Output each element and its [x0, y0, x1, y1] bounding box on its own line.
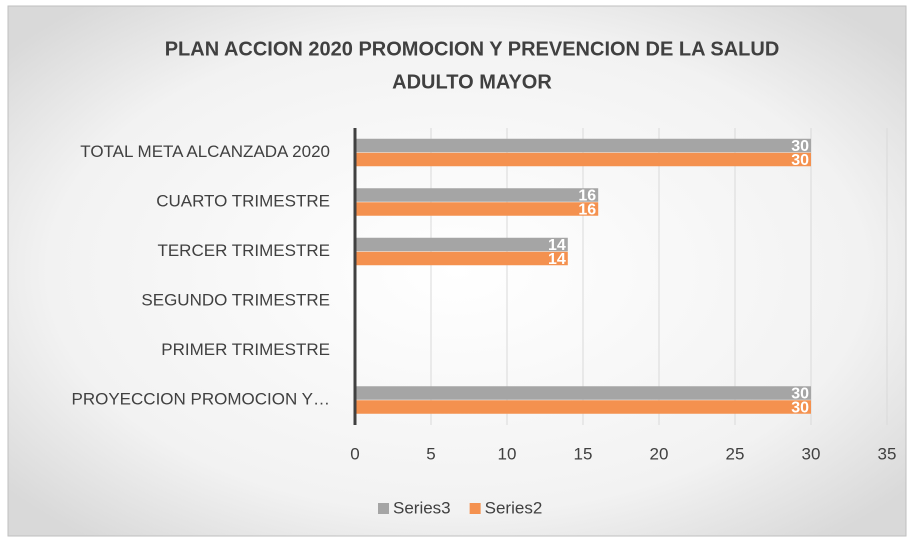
- bar: [355, 188, 599, 202]
- legend-label: Series3: [393, 498, 451, 517]
- data-label: 30: [791, 399, 809, 416]
- x-tick-label: 10: [498, 444, 517, 463]
- data-label: 14: [548, 251, 566, 268]
- bar: [355, 400, 811, 414]
- chart-background: [7, 5, 907, 537]
- y-tick-label: SEGUNDO TRIMESTRE: [141, 291, 330, 310]
- chart-title: ADULTO MAYOR: [392, 71, 552, 93]
- data-label: 30: [791, 385, 809, 402]
- y-tick-label: TERCER TRIMESTRE: [157, 241, 330, 260]
- chart-title: PLAN ACCION 2020 PROMOCION Y PREVENCION …: [165, 38, 780, 60]
- x-tick-label: 15: [574, 444, 593, 463]
- bar: [355, 251, 568, 266]
- x-tick-label: 30: [802, 444, 821, 463]
- legend-swatch: [469, 503, 481, 514]
- data-label: 14: [548, 237, 566, 254]
- x-tick-label: 35: [878, 444, 897, 463]
- data-label: 16: [578, 187, 596, 204]
- bar: [355, 386, 811, 400]
- data-label: 30: [791, 152, 809, 169]
- y-tick-label: CUARTO TRIMESTRE: [156, 192, 330, 211]
- data-label: 16: [578, 201, 596, 218]
- x-tick-label: 0: [350, 444, 359, 463]
- bar: [355, 202, 599, 216]
- data-label: 30: [791, 138, 809, 155]
- x-tick-label: 5: [426, 444, 435, 463]
- legend-swatch: [378, 503, 389, 514]
- legend-label: Series2: [485, 498, 543, 517]
- bar: [355, 237, 568, 252]
- x-tick-label: 20: [650, 444, 669, 463]
- bar: [355, 152, 811, 167]
- y-tick-label: PRIMER TRIMESTRE: [161, 340, 330, 359]
- y-tick-label: TOTAL META ALCANZADA 2020: [80, 142, 330, 161]
- x-tick-label: 25: [726, 444, 745, 463]
- y-tick-label: PROYECCION PROMOCION Y…: [72, 390, 331, 409]
- bar: [355, 138, 811, 153]
